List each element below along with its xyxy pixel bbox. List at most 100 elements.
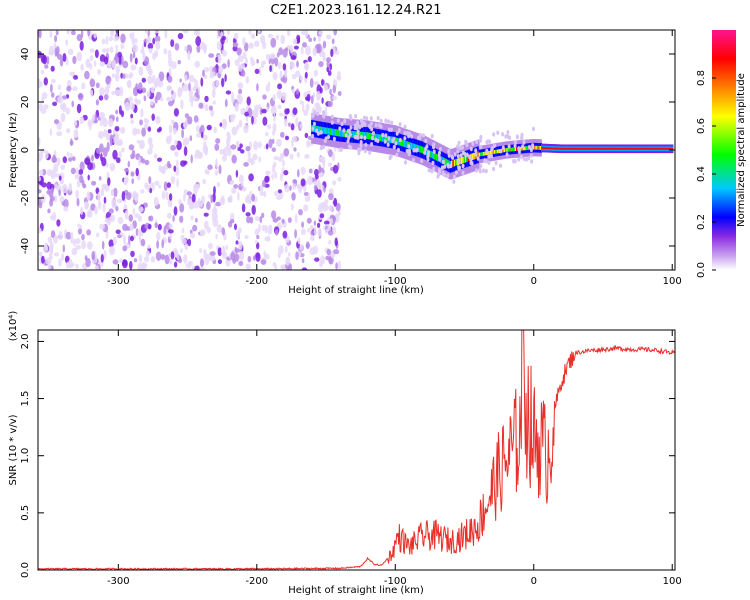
noise-speckle	[256, 234, 260, 240]
noise-speckle	[197, 197, 201, 206]
trace-core	[484, 151, 487, 156]
noise-speckle	[295, 70, 301, 78]
noise-speckle	[158, 184, 162, 189]
noise-speckle	[221, 77, 225, 88]
trace-core	[331, 128, 335, 136]
trace-core	[506, 147, 509, 152]
trace-fringe	[478, 167, 482, 172]
trace-fringe	[411, 158, 415, 163]
noise-speckle	[111, 198, 116, 208]
noise-speckle	[135, 128, 141, 135]
noise-speckle	[248, 30, 252, 36]
trace-core	[377, 134, 380, 141]
noise-speckle	[215, 233, 218, 240]
trace-fringe	[479, 163, 483, 169]
noise-speckle	[170, 39, 175, 47]
trace-core	[608, 147, 612, 150]
trace-fringe	[505, 152, 509, 157]
trace-fringe	[357, 147, 360, 152]
noise-speckle	[322, 40, 327, 49]
noise-speckle	[50, 83, 53, 93]
trace-core	[629, 147, 632, 150]
noise-speckle	[91, 154, 94, 162]
trace-core	[487, 151, 490, 156]
noise-speckle	[317, 35, 321, 43]
noise-speckle	[69, 262, 75, 268]
noise-speckle	[89, 78, 96, 88]
x-tick-label: -200	[245, 276, 268, 287]
trace-fringe	[322, 114, 326, 119]
trace-core	[561, 147, 565, 150]
noise-speckle	[176, 178, 179, 188]
noise-speckle	[117, 216, 124, 225]
noise-speckle	[126, 192, 132, 201]
trace-fringe	[446, 173, 450, 178]
noise-speckle	[221, 245, 226, 256]
noise-speckle	[193, 200, 199, 209]
trace-fringe	[461, 170, 465, 175]
noise-speckle	[66, 151, 70, 157]
noise-speckle	[225, 90, 232, 95]
trace-core	[473, 152, 476, 160]
noise-speckle	[161, 190, 166, 200]
trace-fringe	[458, 145, 462, 151]
noise-speckle	[328, 239, 332, 245]
trace-fringe	[426, 157, 430, 162]
noise-speckle	[101, 157, 107, 167]
noise-speckle	[153, 153, 158, 159]
trace-fringe	[313, 110, 317, 115]
noise-speckle	[131, 178, 134, 185]
trace-core	[596, 147, 599, 150]
trace-core	[637, 147, 641, 150]
noise-speckle	[77, 228, 82, 235]
trace-fringe	[343, 118, 347, 124]
trace-core	[417, 145, 421, 152]
noise-speckle	[221, 49, 227, 57]
noise-speckle	[70, 231, 74, 239]
trace-fringe	[336, 118, 340, 123]
trace-core	[541, 147, 544, 149]
noise-speckle	[171, 119, 175, 125]
noise-speckle	[94, 205, 98, 215]
trace-core	[437, 154, 440, 162]
trace-core	[611, 147, 614, 150]
noise-speckle	[317, 227, 322, 237]
trace-core	[403, 140, 407, 148]
trace-core	[313, 125, 317, 133]
noise-speckle	[49, 128, 53, 136]
noise-speckle	[147, 75, 153, 85]
trace-core	[482, 151, 486, 156]
noise-speckle	[287, 122, 291, 127]
noise-speckle	[115, 229, 121, 235]
trace-fringe	[471, 141, 475, 146]
noise-speckle	[182, 138, 187, 148]
noise-speckle	[296, 151, 300, 158]
trace-fringe	[412, 148, 416, 153]
trace-fringe	[311, 134, 315, 139]
noise-speckle	[324, 220, 330, 225]
noise-speckle	[188, 82, 191, 92]
trace-core	[460, 157, 463, 164]
noise-speckle	[50, 246, 53, 257]
trace-fringe	[456, 154, 460, 159]
x-tick-label: -300	[107, 576, 130, 587]
trace-fringe	[457, 140, 461, 146]
trace-fringe	[469, 146, 473, 152]
noise-speckle	[62, 53, 67, 62]
noise-speckle	[119, 86, 124, 97]
noise-speckle	[116, 116, 119, 122]
noise-speckle	[189, 74, 194, 83]
noise-speckle	[241, 203, 246, 213]
trace-core	[649, 147, 652, 150]
noise-speckle	[217, 247, 222, 257]
noise-speckle	[172, 215, 175, 222]
trace-core	[662, 147, 666, 150]
noise-speckle	[279, 112, 284, 117]
noise-speckle	[195, 88, 199, 98]
noise-speckle	[183, 122, 188, 129]
noise-speckle	[306, 140, 311, 148]
noise-speckle	[292, 179, 298, 184]
trace-core	[631, 147, 634, 150]
noise-speckle	[298, 250, 302, 257]
noise-speckle	[283, 170, 289, 176]
